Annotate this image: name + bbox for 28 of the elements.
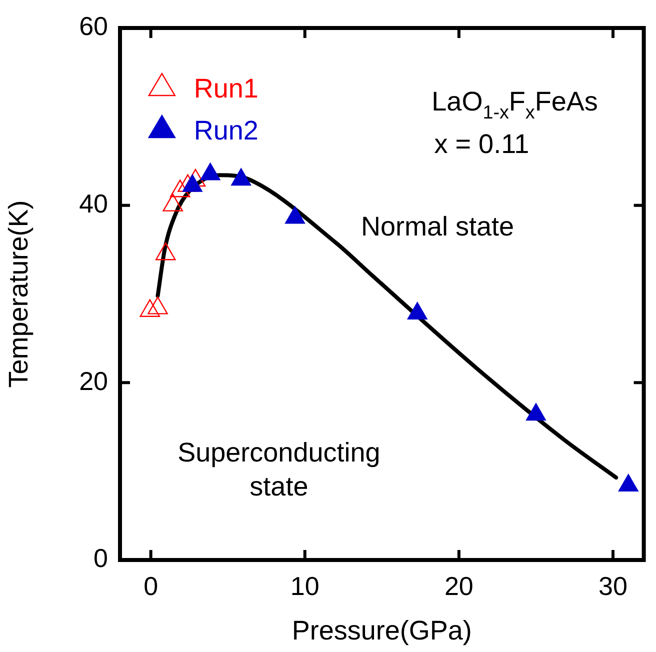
point [182, 174, 202, 192]
x-tick-label: 10 [290, 570, 320, 601]
y-tick-label: 60 [79, 11, 108, 42]
x-tick-label: 20 [444, 570, 474, 601]
annotation: Superconducting state [178, 438, 380, 502]
point [231, 168, 252, 186]
point [284, 206, 306, 224]
y-tick-label: 20 [79, 366, 108, 396]
x-tick-label: 30 [598, 570, 628, 601]
point [140, 299, 160, 317]
point [526, 403, 546, 421]
y-tick-label: 0 [94, 543, 108, 574]
y-tick-label: 40 [79, 188, 108, 219]
point [407, 302, 428, 320]
y-axis-title: Temperature(K) [4, 200, 34, 388]
point [200, 162, 220, 180]
annotation: x = 0.11 [434, 129, 530, 160]
annotation: Normal state [360, 211, 514, 242]
x-tick-label: 0 [144, 570, 158, 601]
point [170, 180, 190, 198]
legend-label: Run2 [194, 116, 258, 146]
point [185, 168, 206, 187]
legend-label: Run1 [194, 74, 258, 104]
point [155, 242, 176, 260]
x-axis-title: Pressure(GPa) [292, 615, 472, 646]
point [162, 194, 183, 212]
point [148, 296, 168, 314]
point [618, 474, 638, 492]
